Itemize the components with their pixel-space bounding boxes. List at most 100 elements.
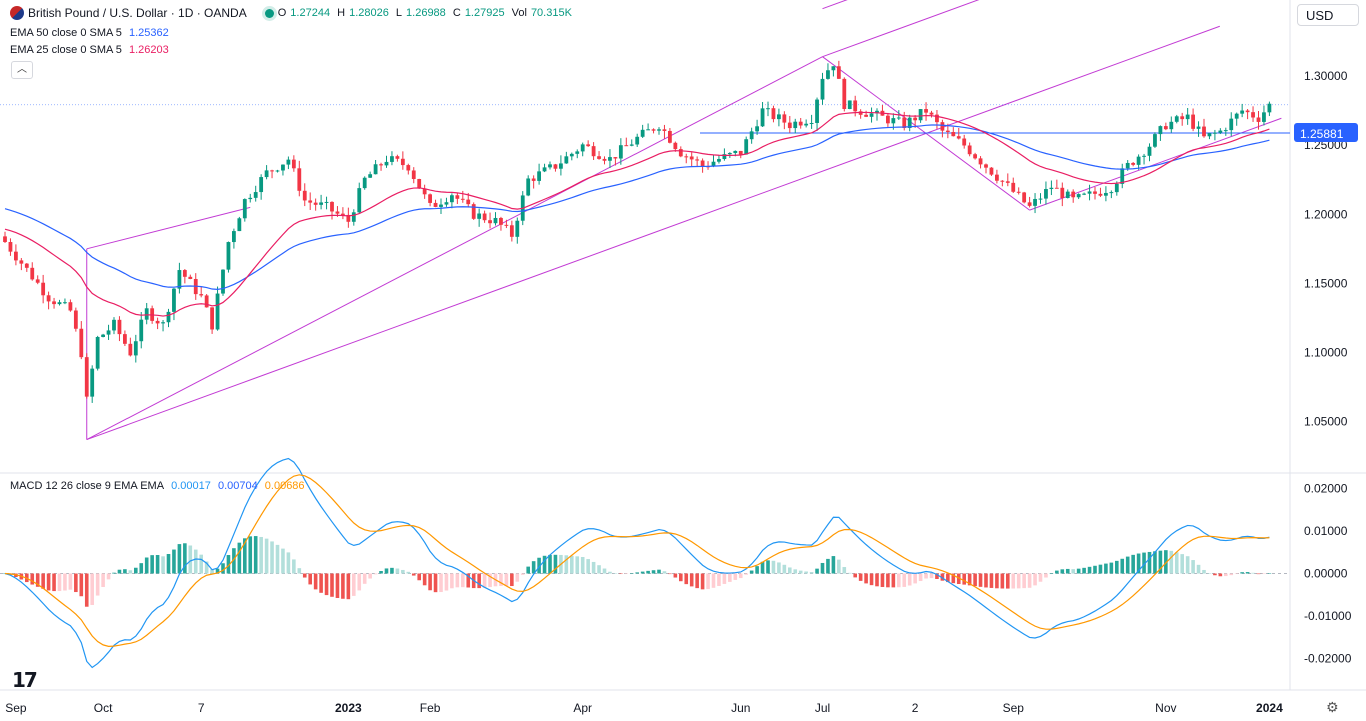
time-axis[interactable]: Sep Oct 7 2023 Feb Apr Jun Jul 2 Sep Nov 2024 [5, 701, 1283, 715]
candle-body [221, 269, 225, 294]
candle-body [924, 109, 928, 113]
pitchfork-median [86, 25, 1220, 441]
pitchfork-upper [822, 0, 980, 58]
candle-body [618, 145, 623, 159]
macd-histogram-bar [1016, 573, 1021, 589]
macd-signal-line [4, 474, 1270, 647]
macd-histogram-bar [798, 570, 803, 574]
macd-legend[interactable]: MACD 12 26 close 9 EMA EMA 0.00017 0.007… [10, 480, 309, 492]
candle-body [433, 202, 438, 207]
macd-histogram-bar [602, 568, 607, 574]
gear-icon[interactable]: ⚙ [1326, 699, 1339, 715]
macd-histogram-bar [657, 569, 661, 574]
macd-histogram-bar [1234, 573, 1239, 575]
candle-body [727, 152, 732, 155]
candle-body [46, 295, 51, 302]
macd-histogram-bar [253, 536, 258, 574]
candle-body [1191, 114, 1195, 129]
macd-histogram-bar [134, 567, 138, 574]
macd-histogram-bar [924, 573, 928, 579]
candle-body [155, 320, 160, 324]
candle-body [330, 201, 334, 212]
macd-histogram-bar [270, 541, 274, 574]
macd-histogram-bar [842, 567, 847, 574]
horizontal-line-drawing[interactable] [0, 104, 1290, 134]
candle-body [1131, 162, 1136, 165]
candle-body [586, 144, 591, 147]
candle-body [831, 66, 836, 71]
macd-histogram-bar [689, 573, 694, 587]
candle-body [1011, 182, 1016, 192]
ema50-legend[interactable]: EMA 50 close 0 SMA 5 1.25362 [10, 27, 173, 39]
macd-histogram-bar [826, 558, 830, 574]
symbol-title[interactable]: British Pound / U.S. Dollar · 1D · OANDA [28, 6, 247, 20]
price-tick-label: 1.20000 [1304, 207, 1348, 221]
candle-body [1180, 116, 1185, 120]
candle-body [248, 197, 253, 200]
candle-body [417, 179, 422, 189]
macd-histogram-bar [640, 571, 645, 574]
macd-histogram-bar [101, 573, 105, 587]
candle-body [973, 154, 977, 159]
time-tick-label: Sep [1003, 701, 1025, 715]
time-tick-label: Feb [420, 701, 441, 715]
candle-body [978, 158, 983, 165]
macd-axis[interactable]: -0.02000 -0.01000 0.00000 0.01000 0.02000 [1304, 482, 1352, 666]
candle-body [597, 156, 601, 159]
macd-histogram-bar [804, 571, 808, 574]
support-price-badge[interactable] [1294, 122, 1358, 142]
currency-select[interactable]: USD [1297, 4, 1359, 26]
macd-histogram-bar [967, 573, 972, 586]
candle-body [302, 190, 307, 201]
macd-histogram-bar [232, 548, 236, 574]
candle-body [1229, 118, 1234, 131]
ema25-legend[interactable]: EMA 25 close 0 SMA 5 1.26203 [10, 44, 173, 56]
candle-body [406, 165, 411, 171]
candle-body [411, 170, 416, 180]
macd-histogram-bar [956, 573, 961, 584]
candle-body [684, 156, 689, 158]
candle-body [804, 123, 809, 126]
candle-body [1163, 126, 1168, 130]
candle-body [695, 159, 700, 161]
candle-body [771, 108, 776, 120]
macd-histogram-bar [1093, 565, 1097, 574]
candle-body [798, 121, 803, 126]
macd-histogram-bar [461, 573, 465, 588]
candle-body [1027, 202, 1032, 206]
candle-body [945, 130, 950, 133]
macd-histogram-bar [1076, 568, 1081, 574]
candle-body [1174, 116, 1179, 122]
macd-histogram-bar [226, 555, 231, 574]
macd-histogram-bar [1164, 550, 1168, 574]
candle-body [84, 357, 89, 397]
macd-histogram-bar [313, 573, 318, 590]
candle-body [1213, 132, 1217, 134]
candle-body [19, 260, 24, 264]
macd-histogram-bar [788, 567, 792, 574]
candle-body [73, 310, 78, 329]
candle-body [1142, 155, 1146, 157]
pitchfork-drawing[interactable] [86, 0, 1284, 441]
macd-histogram-bar [172, 549, 176, 574]
macd-histogram-bar [401, 569, 405, 574]
macd-histogram-bar [144, 557, 149, 574]
macd-histogram-bar [1044, 573, 1048, 578]
candle-body [826, 70, 830, 79]
candle-body [1082, 193, 1086, 195]
macd-histogram-bar [542, 555, 547, 574]
price-axis[interactable]: 1.050001.100001.150001.200001.250001.300… [1294, 69, 1358, 429]
macd-histogram-bar [1115, 560, 1119, 574]
macd-histogram-bar [384, 568, 389, 574]
ema25-line [4, 111, 1270, 317]
macd-histogram-bar [243, 538, 247, 574]
macd-histogram-bar [264, 538, 269, 574]
collapse-legend-button[interactable]: ︿ [11, 61, 33, 79]
macd-histogram-bar [248, 536, 253, 574]
macd-histogram-bar [1109, 562, 1114, 574]
candle-body [515, 220, 520, 237]
symbol-legend[interactable]: British Pound / U.S. Dollar · 1D · OANDA… [10, 6, 580, 20]
macd-histogram-bar [1125, 556, 1130, 574]
candle-body [242, 199, 247, 219]
